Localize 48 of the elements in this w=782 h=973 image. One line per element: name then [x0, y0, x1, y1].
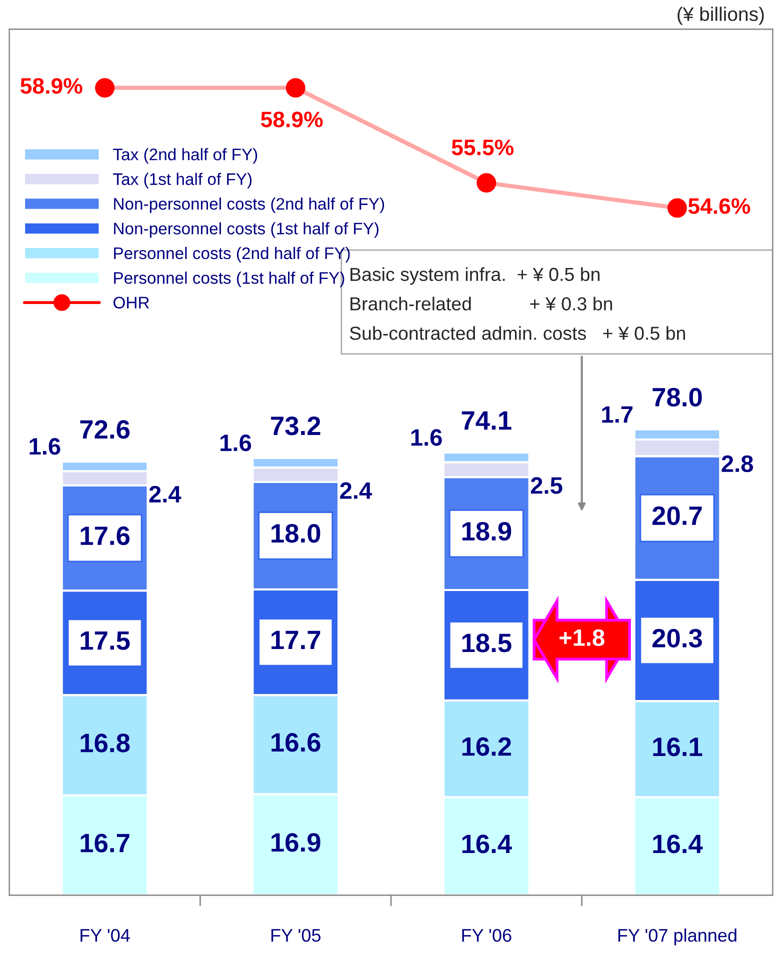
legend-label: Personnel costs (1st half of FY): [114, 272, 344, 288]
data-label: 16.7: [80, 834, 130, 852]
data-label: 16.8: [80, 734, 130, 752]
data-label: 16.1: [653, 738, 702, 756]
data-label: 1.7: [602, 406, 632, 423]
legend-label: Tax (1st half of FY): [113, 172, 252, 188]
legend-label: OHR: [114, 296, 149, 309]
data-label: 1.6: [220, 434, 252, 452]
legend-label: Non-personnel costs (1st half of FY): [114, 222, 378, 238]
data-label: 20.7: [652, 506, 702, 526]
data-label: 2.5: [530, 477, 562, 494]
x-tick-label: FY '04: [80, 928, 130, 942]
legend-label: Tax (2nd half of FY): [113, 148, 258, 164]
x-tick-label: FY '06: [462, 928, 512, 942]
x-tick-label: FY '05: [271, 928, 320, 942]
data-label: 16.6: [272, 733, 320, 752]
data-label: 55.5%: [452, 140, 514, 156]
data-label: 16.4: [462, 834, 512, 854]
total-label: 72.6: [80, 420, 130, 439]
data-label: 58.9%: [260, 112, 323, 128]
legend-label: Non-personnel costs (2nd half of FY): [114, 198, 384, 214]
data-label: 18.0: [272, 524, 320, 543]
annotation: Sub-contracted admin. costs + ¥ 0.5 bn: [350, 326, 685, 340]
data-label: 18.5: [462, 634, 512, 652]
data-label: 2.4: [149, 486, 182, 502]
data-label: 58.9%: [20, 78, 82, 94]
annotation: Branch-related + ¥ 0.3 bn: [350, 296, 612, 310]
data-label: 16.2: [462, 737, 512, 756]
total-label: 73.2: [271, 416, 320, 436]
data-label: 1.6: [411, 429, 442, 446]
legend-label: Personnel costs (2nd half of FY): [114, 246, 350, 262]
data-label: 17.5: [80, 632, 130, 650]
data-label: 2.8: [722, 455, 754, 472]
total-label: 78.0: [652, 388, 702, 407]
data-label: 16.4: [653, 834, 703, 854]
data-label: 16.9: [272, 833, 320, 852]
x-tick-label: FY '07 planned: [618, 928, 736, 946]
text: (¥ billions): [678, 6, 764, 25]
data-label: 20.3: [652, 628, 702, 648]
data-label: 2.4: [340, 482, 372, 499]
data-label: 17.7: [272, 630, 320, 650]
annotation: +1.8: [559, 629, 604, 646]
data-label: 18.9: [462, 522, 512, 541]
annotation: Basic system infra. + ¥ 0.5 bn: [350, 267, 600, 285]
data-label: 1.6: [30, 438, 60, 455]
data-label: 17.6: [80, 526, 130, 546]
total-label: 74.1: [462, 411, 512, 430]
data-label: 54.6%: [688, 198, 750, 214]
